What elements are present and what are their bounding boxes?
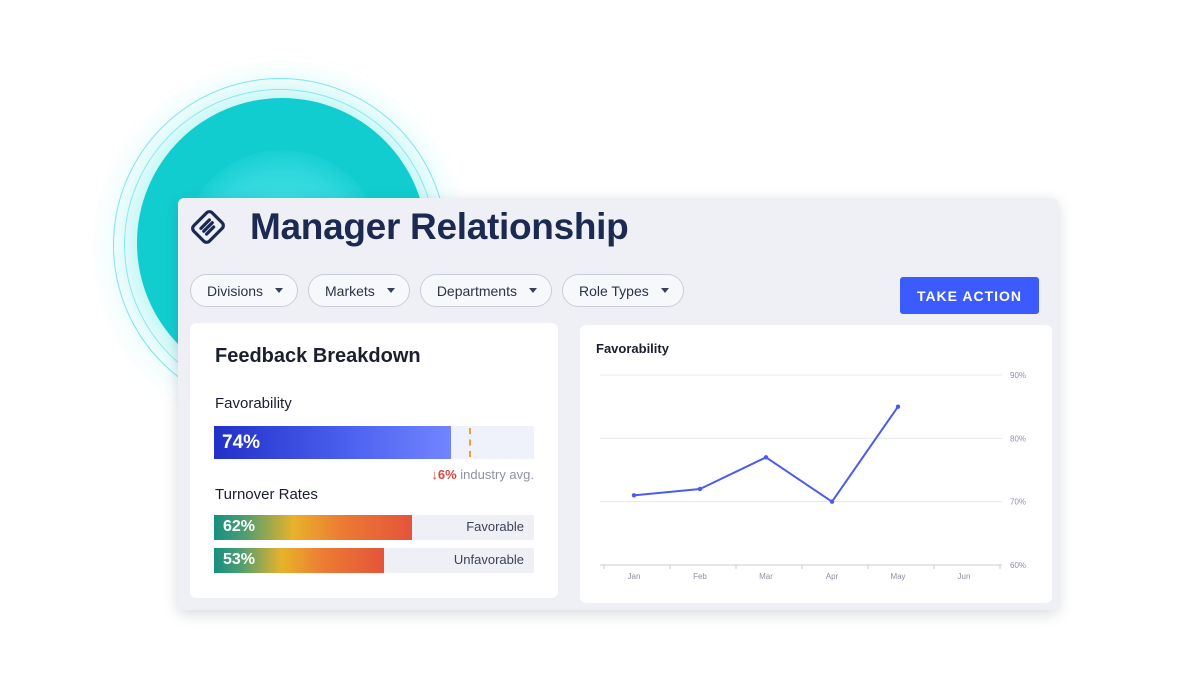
filter-label: Divisions [207,282,264,299]
page-title: Manager Relationship [250,206,629,247]
data-point [631,493,637,498]
filter-role-types[interactable]: Role Types [561,274,684,307]
data-point [895,404,901,409]
x-tick-label: Jun [958,572,971,581]
favorability-value: 74% [222,432,261,453]
filter-divisions[interactable]: Divisions [190,274,299,307]
turnover-bar-unfavorable: 53% Unfavorable [214,548,534,573]
favorability-line-chart: 60% 70% 80% 90% Jan Feb Mar Apr May Jun [600,371,1026,581]
turnover-label: Turnover Rates [215,486,318,503]
data-point [763,455,769,460]
chevron-down-icon [275,288,284,293]
turnover-bar-fill [214,515,413,540]
filter-departments[interactable]: Departments [419,274,552,307]
dashboard-panel: Manager Relationship Divisions Markets D… [178,198,1058,610]
chevron-down-icon [386,288,395,293]
filter-label: Role Types [578,282,649,299]
turnover-value: 62% [223,518,256,535]
industry-avg-label: industry avg. [460,467,534,482]
handshake-icon [190,209,226,245]
x-tick-label: Mar [759,572,773,581]
card-title: Feedback Breakdown [215,345,421,367]
x-tick-label: Jan [628,572,641,581]
industry-avg-note: ↓6% industry avg. [431,467,534,482]
favorability-bar-fill [214,426,451,459]
page-header: Manager Relationship [190,206,629,248]
filter-markets[interactable]: Markets [308,274,410,307]
chevron-down-icon [660,288,669,293]
chart-title: Favorability [596,341,669,356]
filter-label: Markets [325,282,375,299]
y-tick-label: 80% [1010,434,1026,443]
take-action-button[interactable]: TAKE ACTION [900,277,1039,314]
industry-avg-marker [469,428,471,457]
industry-delta: ↓6% [431,467,457,482]
x-tick-label: May [890,572,905,581]
y-tick-label: 70% [1010,498,1026,507]
y-tick-label: 60% [1010,561,1026,570]
turnover-label-favorable: Favorable [466,519,524,534]
data-point [697,486,703,492]
favorability-bar: 74% [214,426,534,459]
favorability-label: Favorability [215,395,292,412]
y-tick-label: 90% [1010,371,1026,380]
filter-bar: Divisions Markets Departments Role Types [190,274,684,307]
data-point [829,499,835,504]
series-line [633,406,899,503]
filter-label: Departments [436,282,517,299]
x-tick-label: Feb [693,572,707,581]
turnover-label-unfavorable: Unfavorable [453,552,524,567]
chevron-down-icon [528,288,537,293]
x-tick-label: Apr [826,572,839,581]
feedback-breakdown-card: Feedback Breakdown Favorability 74% ↓6% … [190,323,558,598]
turnover-value: 53% [223,551,256,568]
turnover-bar-fill [214,548,384,573]
favorability-chart-card: Favorability 60% 70% 80% 90% Jan Feb Mar Apr May… [580,325,1052,603]
turnover-bar-favorable: 62% Favorable [214,515,534,540]
